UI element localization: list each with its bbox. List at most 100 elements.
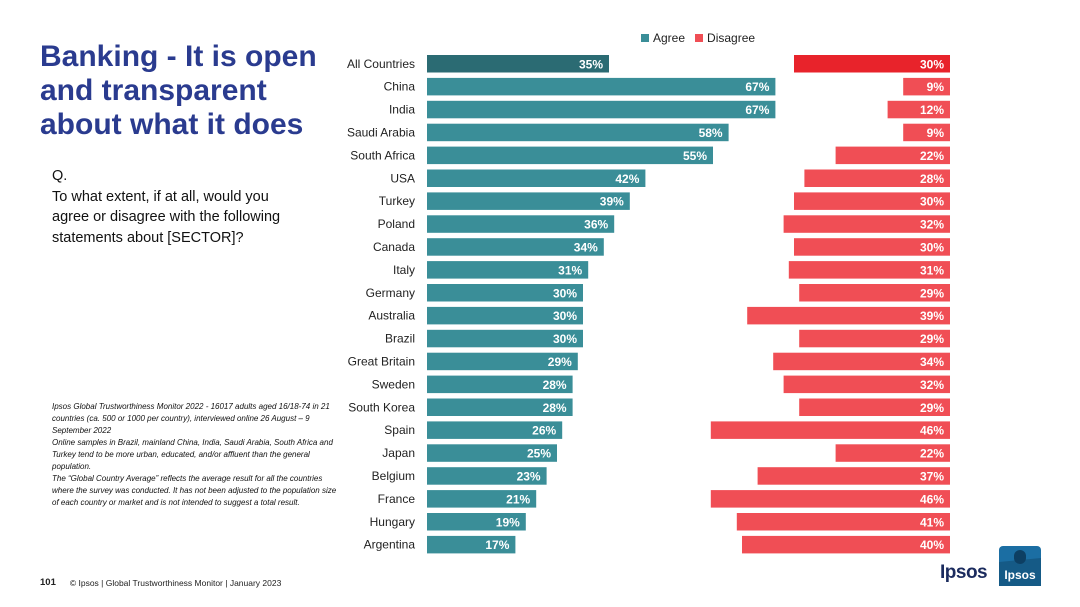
legend-item-agree: Agree [641,31,685,45]
agree-bar [427,169,646,187]
agree-value-label: 39% [600,195,624,209]
question-label: Q. [52,168,68,184]
disagree-value-label: 34% [920,355,944,369]
category-label: All Countries [347,57,415,71]
disagree-bar [783,375,950,394]
disagree-value-label: 31% [920,263,944,277]
agree-bar [427,421,563,439]
legend-label-agree: Agree [653,31,686,45]
agree-value-label: 31% [558,263,582,277]
disagree-value-label: 46% [920,424,944,438]
category-label: Australia [368,309,415,323]
disagree-value-label: 22% [920,149,944,163]
disagree-bar [794,192,950,210]
agree-value-label: 55% [683,149,707,163]
disagree-bar [804,169,950,187]
disagree-bar [757,467,950,485]
legend-label-disagree: Disagree [707,31,756,45]
category-label: Spain [384,423,415,437]
category-label: Sweden [372,377,415,391]
disagree-value-label: 30% [920,195,944,209]
disagree-value-label: 37% [920,469,944,483]
agree-value-label: 42% [615,172,639,186]
disagree-bar [794,55,950,73]
disagree-bar [742,535,950,554]
chart-legend: Agree Disagree [641,31,755,45]
agree-bar [427,513,526,531]
source-note: Ipsos Global Trustworthiness Monitor 202… [52,402,330,435]
agree-value-label: 30% [553,286,577,300]
category-label: Argentina [364,538,416,552]
disagree-value-label: 32% [920,218,944,232]
category-label: Turkey [379,194,415,208]
disagree-bar [903,77,950,96]
category-label: Belgium [372,469,415,483]
agree-value-label: 25% [527,447,551,461]
agree-value-label: 23% [517,469,541,483]
agree-bar [427,100,776,119]
agree-value-label: 35% [579,57,603,71]
disagree-value-label: 29% [920,286,944,300]
agree-value-label: 17% [485,538,509,552]
legend-swatch-disagree [695,34,704,42]
category-label: Great Britain [348,354,415,368]
category-label: France [378,492,416,506]
category-label: Poland [378,217,415,231]
category-label: Germany [366,286,415,300]
category-label: Japan [382,446,415,460]
disagree-bar [788,261,950,279]
page-number: 101 [40,577,56,588]
agree-bar [427,467,547,485]
source-notes: Ipsos Global Trustworthiness Monitor 202… [52,401,342,509]
agree-bar [427,306,583,325]
agree-bar [427,444,557,462]
agree-value-label: 34% [574,240,598,254]
agree-bar [427,55,609,73]
legend-swatch-agree [641,34,649,42]
disagree-value-label: 41% [920,515,944,529]
disagree-value-label: 30% [920,57,944,71]
category-label: South Korea [348,400,415,414]
disagree-value-label: 32% [920,378,944,392]
agree-bar [427,192,630,210]
agree-bar [427,238,604,256]
source-note: The “Global Country Average” reflects th… [52,474,337,507]
agree-bar [427,123,729,142]
category-label: India [389,103,415,117]
agree-bar [427,375,573,394]
disagree-value-label: 28% [920,172,944,186]
agree-value-label: 30% [553,309,577,323]
agree-value-label: 36% [584,218,608,232]
disagree-value-label: 30% [920,240,944,254]
legend-item-disagree: Disagree [695,31,755,45]
ipsos-wordmark: Ipsos [940,562,988,583]
agree-value-label: 28% [543,378,567,392]
category-label: Brazil [385,332,415,346]
ipsos-badge-text: Ipsos [1004,568,1036,582]
disagree-bar [710,490,950,508]
category-label: USA [390,171,415,185]
agree-bar [427,215,615,233]
agree-value-label: 28% [543,401,567,415]
agree-bar [427,77,776,96]
ipsos-logo-icon: Ipsos [999,546,1041,586]
agree-bar [427,352,578,371]
category-label: Saudi Arabia [347,125,415,139]
disagree-bar [799,284,950,302]
page-title: Banking - It is open and transparent abo… [40,40,317,141]
category-label: Italy [393,263,415,277]
disagree-value-label: 29% [920,332,944,346]
disagree-bar [799,329,950,348]
footer-text: © Ipsos | Global Trustworthiness Monitor… [69,577,282,588]
disagree-value-label: 40% [920,538,944,552]
disagree-bar [773,352,950,371]
agree-bar [427,535,516,554]
agree-value-label: 21% [506,492,530,506]
disagree-bar [835,146,950,165]
disagree-value-label: 9% [927,126,945,140]
category-label: South Africa [350,148,415,162]
agree-bar [427,490,537,508]
disagree-bar [747,306,950,325]
source-note: Online samples in Brazil, mainland China… [52,438,333,471]
